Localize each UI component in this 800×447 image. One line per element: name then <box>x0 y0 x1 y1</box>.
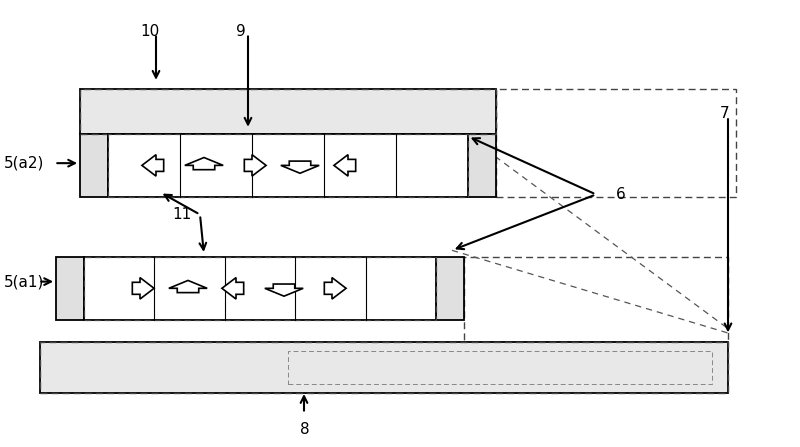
Bar <box>80 89 496 134</box>
Polygon shape <box>185 157 223 170</box>
Text: 7: 7 <box>720 106 730 122</box>
Text: 11: 11 <box>172 207 191 222</box>
Bar <box>84 257 436 320</box>
Polygon shape <box>265 284 303 296</box>
Bar <box>40 342 728 393</box>
Polygon shape <box>142 155 164 176</box>
Text: 10: 10 <box>140 24 159 39</box>
Text: 5(a1): 5(a1) <box>4 274 44 289</box>
Text: 5(a2): 5(a2) <box>4 156 44 171</box>
Bar <box>496 89 736 197</box>
Bar <box>468 134 496 197</box>
Bar <box>40 342 728 393</box>
Text: 9: 9 <box>236 24 246 39</box>
Polygon shape <box>281 161 319 173</box>
Text: 8: 8 <box>300 422 310 437</box>
Polygon shape <box>132 278 154 299</box>
Polygon shape <box>324 278 346 299</box>
Bar <box>80 89 496 134</box>
Bar <box>436 257 464 320</box>
Polygon shape <box>169 280 207 293</box>
Bar <box>80 134 108 197</box>
Text: 6: 6 <box>616 187 626 202</box>
Bar <box>108 134 468 197</box>
Polygon shape <box>334 155 356 176</box>
Polygon shape <box>244 155 266 176</box>
Bar <box>84 257 436 320</box>
Bar <box>56 257 84 320</box>
Polygon shape <box>222 278 244 299</box>
Bar <box>288 351 712 384</box>
Bar <box>108 134 468 197</box>
Bar <box>464 257 728 342</box>
